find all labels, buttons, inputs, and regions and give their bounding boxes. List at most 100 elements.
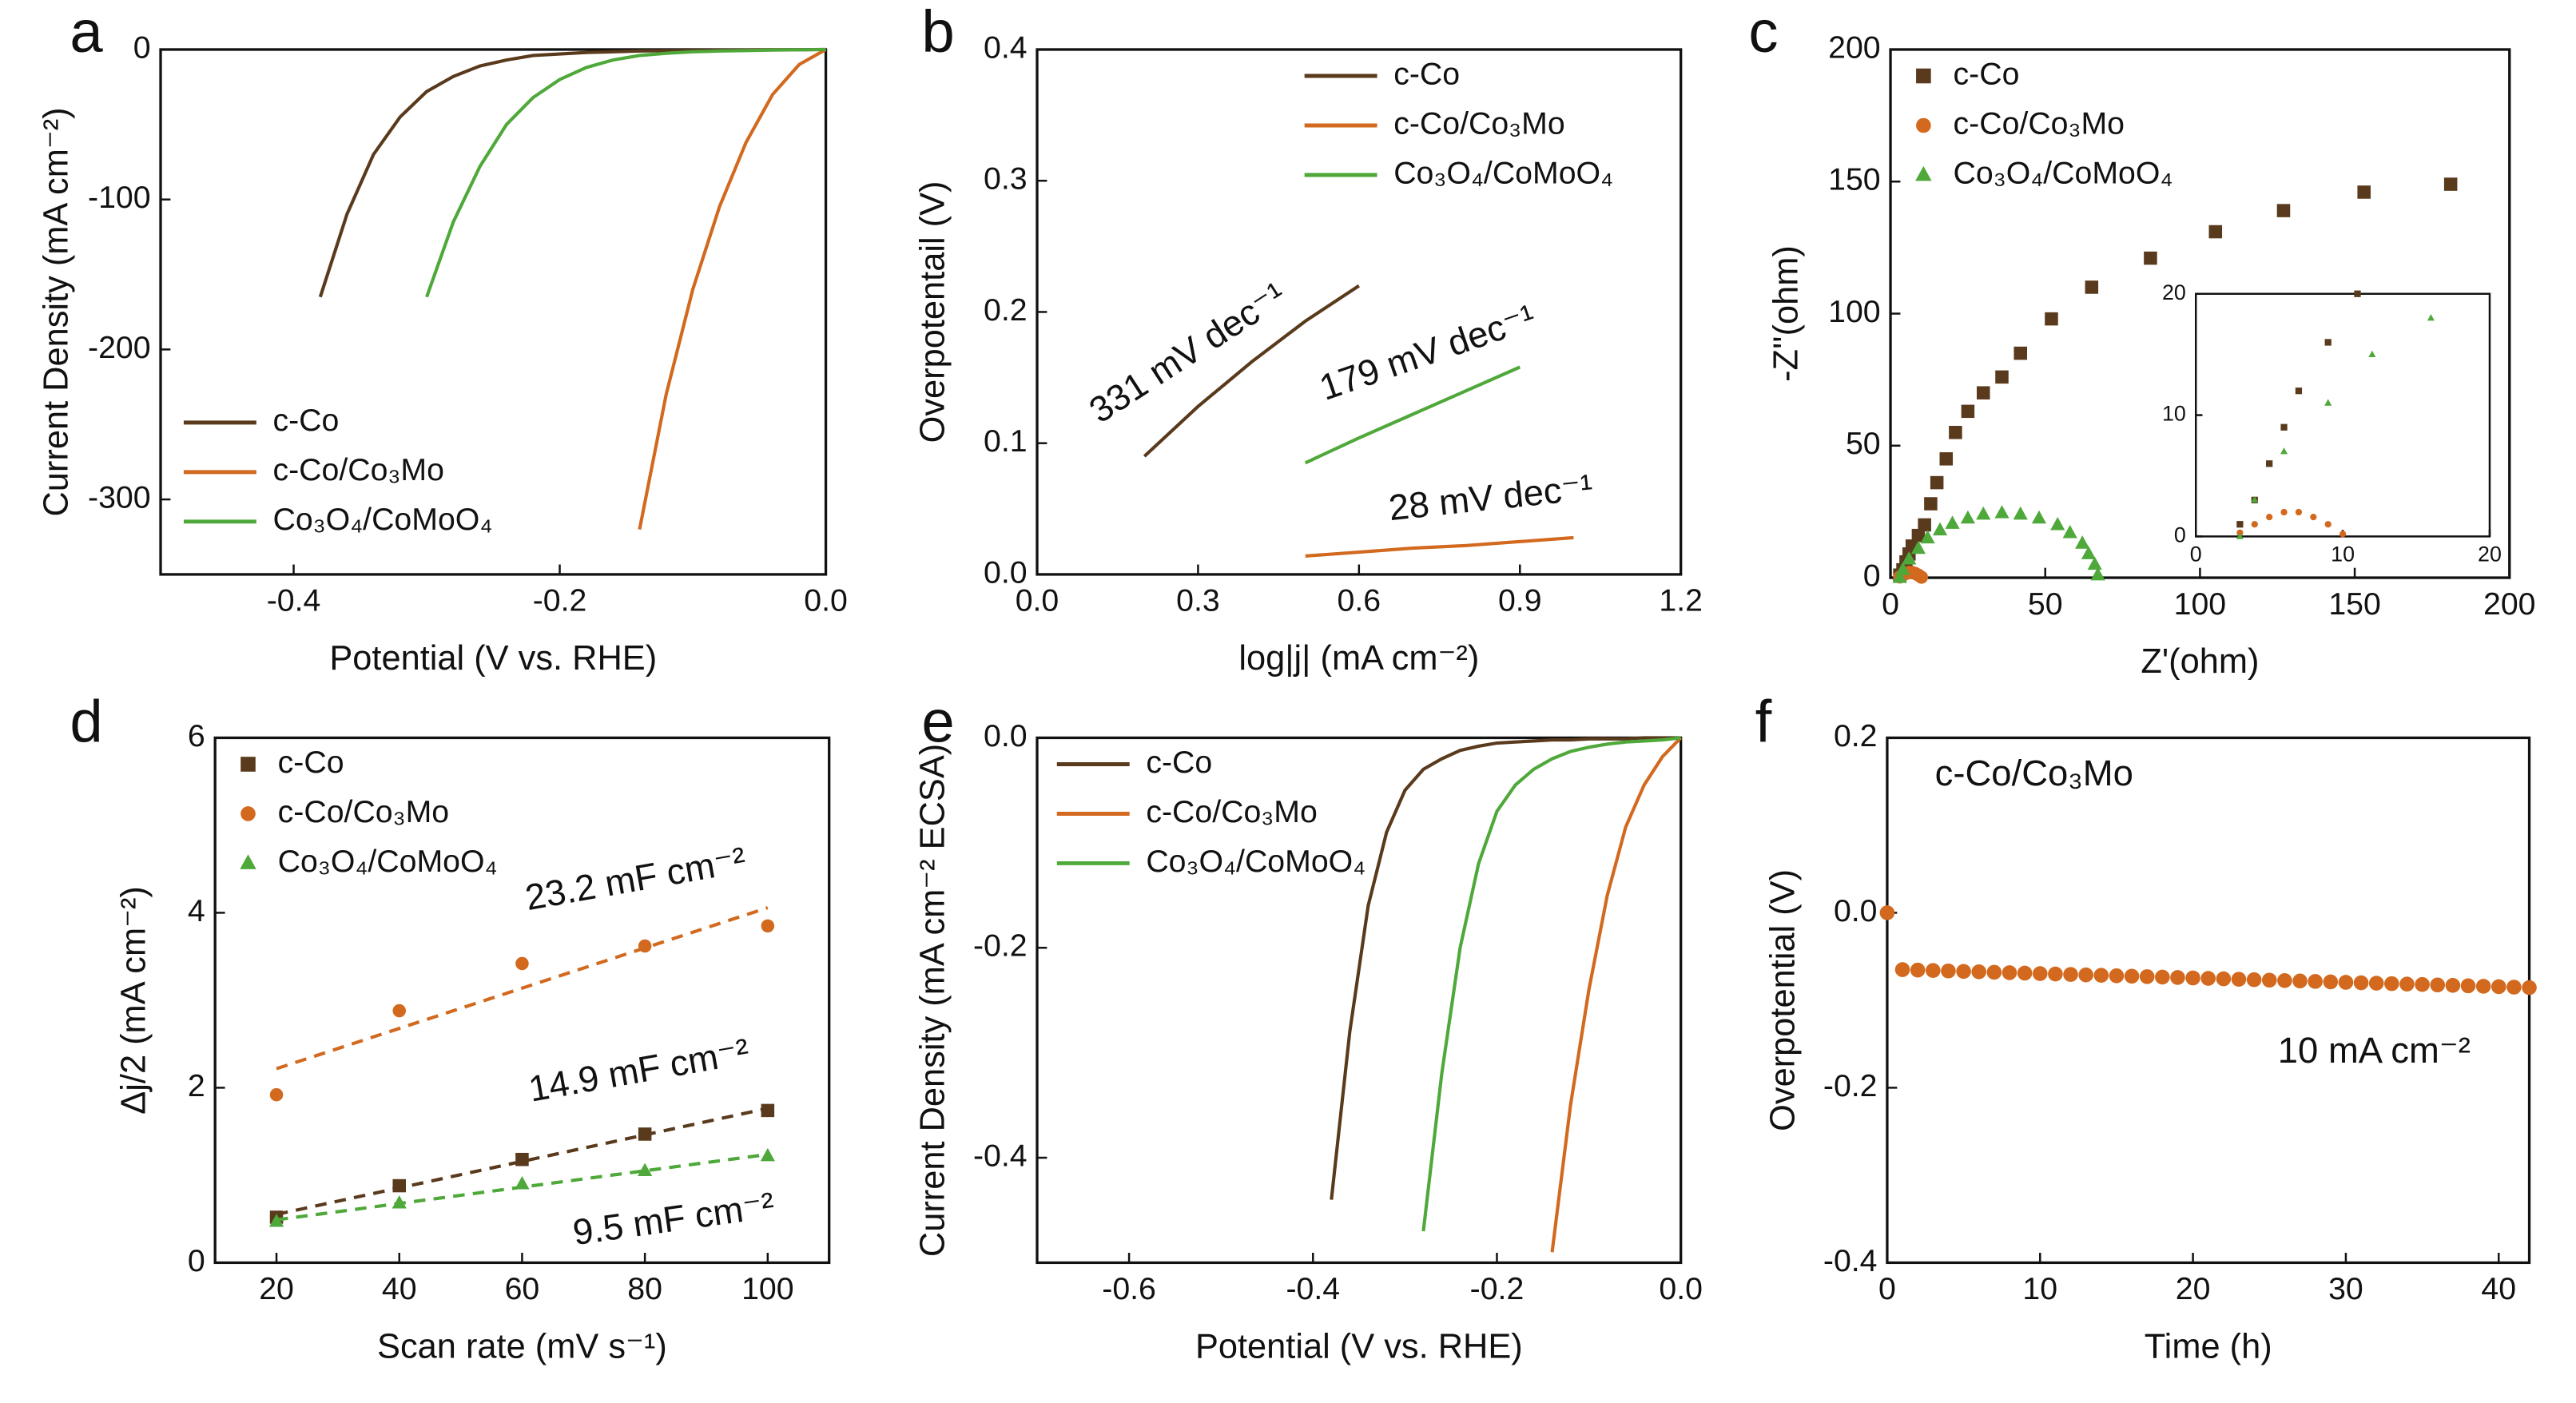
- marker: [2081, 546, 2097, 559]
- annotation: 9.5 mF cm⁻²: [570, 1184, 777, 1253]
- legend-label: Co₃O₄/CoMoO₄: [1393, 155, 1613, 190]
- y-tick-label: 10: [2162, 402, 2186, 426]
- marker: [2078, 967, 2093, 983]
- marker: [2231, 972, 2247, 987]
- annotation: 179 mV dec⁻¹: [1314, 296, 1540, 408]
- marker: [1918, 518, 1931, 532]
- panel-label: c: [1748, 0, 1778, 65]
- inset-marker: [2280, 508, 2288, 516]
- legend-label: c-Co/Co₃Mo: [1146, 794, 1317, 829]
- legend-swatch: [1916, 117, 1931, 133]
- marker: [2013, 346, 2027, 360]
- x-tick-label: 20: [259, 1271, 294, 1306]
- plot-frame: [1886, 736, 2531, 1265]
- marker: [1971, 964, 1987, 980]
- marker: [1956, 964, 1971, 980]
- legend-label: c-Co/Co₃Mo: [1393, 105, 1564, 141]
- marker: [2109, 968, 2125, 984]
- inset-marker: [2295, 388, 2303, 395]
- marker: [515, 1152, 529, 1167]
- marker: [2017, 965, 2033, 981]
- marker: [2460, 978, 2476, 994]
- series-line: [1330, 736, 1681, 1200]
- marker: [2491, 979, 2506, 995]
- inset-marker: [2427, 314, 2435, 321]
- annotation: 23.2 mF cm⁻²: [523, 839, 749, 918]
- inset-marker: [2368, 350, 2376, 357]
- x-axis-label: log|j| (mA cm⁻²): [1238, 639, 1479, 678]
- marker: [1994, 505, 2010, 519]
- legend-label: c-Co/Co₃Mo: [1954, 105, 2125, 141]
- inset-marker: [2324, 339, 2332, 346]
- marker: [1976, 386, 1990, 399]
- y-tick-label: 0.0: [1834, 893, 1878, 928]
- x-tick-label: 0.9: [1498, 583, 1542, 618]
- panel-label: f: [1755, 689, 1772, 755]
- panel-label: d: [70, 689, 102, 755]
- marker: [2050, 517, 2065, 531]
- series-line: [1550, 737, 1683, 1253]
- marker: [2013, 506, 2028, 520]
- marker: [515, 956, 529, 971]
- marker: [1930, 475, 1944, 490]
- y-tick-label: -0.2: [1823, 1068, 1878, 1103]
- annotation: 28 mV dec⁻¹: [1387, 467, 1595, 529]
- marker: [2384, 976, 2399, 992]
- inset-marker: [2324, 399, 2332, 406]
- annotation: 14.9 mF cm⁻²: [526, 1031, 753, 1110]
- marker: [1911, 528, 1926, 543]
- legend-swatch: [241, 757, 256, 772]
- marker: [2522, 980, 2537, 996]
- marker: [1932, 522, 1948, 536]
- marker: [1914, 570, 1929, 584]
- marker: [638, 1127, 652, 1141]
- legend-label: c-Co: [272, 403, 339, 438]
- y-tick-label: 0.1: [984, 423, 1028, 459]
- legend-swatch: [1916, 68, 1931, 84]
- marker: [1879, 905, 1895, 920]
- marker: [2063, 967, 2078, 982]
- legend-swatch: [240, 854, 256, 869]
- y-tick-label: 100: [1828, 294, 1881, 329]
- x-tick-label: -0.4: [267, 583, 321, 618]
- marker: [269, 1087, 284, 1102]
- x-tick-label: 40: [2481, 1271, 2516, 1306]
- marker: [2430, 977, 2446, 993]
- marker: [2415, 976, 2430, 992]
- marker: [1926, 963, 1941, 978]
- x-axis-label: Potential (V vs. RHE): [1195, 1327, 1523, 1365]
- marker: [2185, 970, 2200, 986]
- y-tick-label: 0.2: [984, 292, 1028, 328]
- legend-label: Co₃O₄/CoMoO₄: [272, 502, 492, 537]
- x-tick-label: 0: [1878, 1271, 1896, 1306]
- marker: [2075, 535, 2090, 549]
- y-tick-label: 0.2: [1834, 718, 1878, 753]
- inset-marker: [2310, 513, 2317, 521]
- marker: [2093, 968, 2109, 984]
- marker: [1910, 540, 1926, 554]
- x-tick-label: 0: [1882, 586, 1899, 622]
- series-line: [1143, 284, 1360, 458]
- y-axis-label: Overpotential (V): [1763, 869, 1802, 1131]
- y-tick-label: -0.4: [973, 1138, 1028, 1173]
- marker: [2002, 965, 2017, 980]
- marker: [2357, 185, 2371, 199]
- plot-frame: [1036, 736, 1683, 1265]
- marker: [2200, 971, 2216, 986]
- legend-label: c-Co/Co₃Mo: [272, 452, 443, 487]
- y-tick-label: 200: [1828, 30, 1881, 65]
- marker: [2031, 510, 2047, 524]
- marker: [2124, 968, 2140, 984]
- y-tick-label: -0.4: [1823, 1243, 1878, 1278]
- x-tick-label: -0.2: [1470, 1271, 1525, 1306]
- marker: [1892, 570, 1907, 583]
- y-tick-label: 0.0: [984, 554, 1028, 590]
- inset-marker: [2266, 460, 2273, 467]
- inset-marker: [2324, 521, 2332, 528]
- inset-marker: [2251, 521, 2258, 528]
- y-axis-label: Current Density (mA cm⁻²): [37, 107, 75, 516]
- x-tick-label: 50: [2028, 586, 2063, 622]
- marker: [2323, 974, 2339, 990]
- x-tick-label: -0.6: [1102, 1271, 1156, 1306]
- marker: [638, 939, 652, 953]
